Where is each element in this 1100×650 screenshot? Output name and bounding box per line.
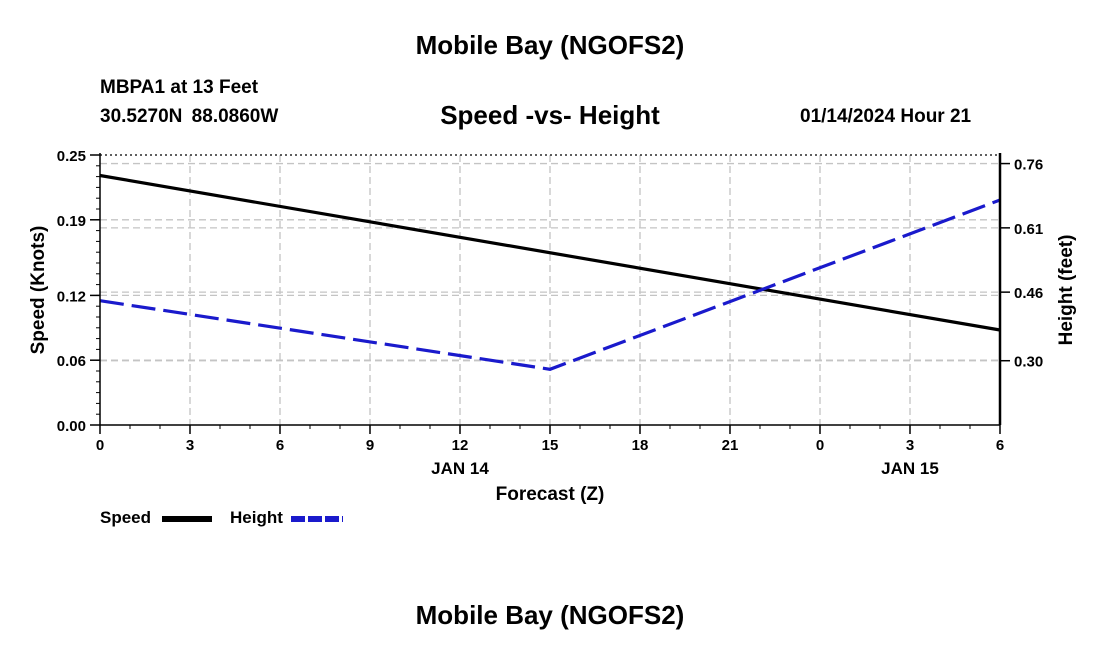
datetime-label: 01/14/2024 Hour 21 <box>800 106 972 127</box>
y-tick-label: 0.00 <box>57 418 86 435</box>
y-axis-title: Speed (Knots) <box>28 226 49 355</box>
series-line-speed <box>99 173 1001 332</box>
x-axis-title: Forecast (Z) <box>496 484 605 505</box>
x-tick-label: 6 <box>276 437 284 454</box>
x-tick-label: 18 <box>632 437 649 454</box>
x-tick-label: 3 <box>186 437 194 454</box>
y2-tick-label: 0.61 <box>1014 221 1043 238</box>
coordinates-label: 30.5270N 88.0860W <box>100 106 279 127</box>
labels-layer: 0 3 6 9 12 15 18 21 0 3 6 JAN 14 JAN 15 Forecast (Z) 0… <box>28 148 1077 522</box>
legend-label-height: Height <box>230 508 283 527</box>
y2-tick-label: 0.30 <box>1014 354 1043 371</box>
x-tick-label: 12 <box>452 437 469 454</box>
x-tick-label: 21 <box>722 437 739 454</box>
y2-axis-title: Height (feet) <box>1056 235 1077 346</box>
grid-layer <box>100 155 1000 425</box>
y-tick-label: 0.06 <box>57 353 86 370</box>
axes-layer <box>90 153 1010 434</box>
x-tick-label: 3 <box>906 437 914 454</box>
x-tick-label: 6 <box>996 437 1004 454</box>
y2-tick-label: 0.46 <box>1014 285 1043 302</box>
x-date-label: JAN 14 <box>431 459 489 478</box>
legend-item-speed: Speed <box>100 508 151 528</box>
x-tick-label: 9 <box>366 437 374 454</box>
y2-tick-label: 0.76 <box>1014 157 1043 174</box>
y-tick-label: 0.19 <box>57 213 86 230</box>
station-label: MBPA1 at 13 Feet <box>100 77 259 98</box>
x-date-label: JAN 15 <box>881 459 939 478</box>
y-tick-label: 0.12 <box>57 288 86 305</box>
main-title: Mobile Bay (NGOFS2) <box>415 30 685 60</box>
footer-title: Mobile Bay (NGOFS2) <box>415 600 685 630</box>
y-tick-label: 0.25 <box>57 148 86 165</box>
x-tick-label: 0 <box>816 437 824 454</box>
legend-item-height: Height <box>230 508 283 528</box>
legend-label-speed: Speed <box>100 508 152 527</box>
x-tick-label: 0 <box>96 437 104 454</box>
series-line-height <box>99 198 1001 371</box>
chart-subtitle: Speed -vs- Height <box>440 100 660 130</box>
series-layer <box>99 173 1001 371</box>
x-tick-label: 15 <box>542 437 559 454</box>
